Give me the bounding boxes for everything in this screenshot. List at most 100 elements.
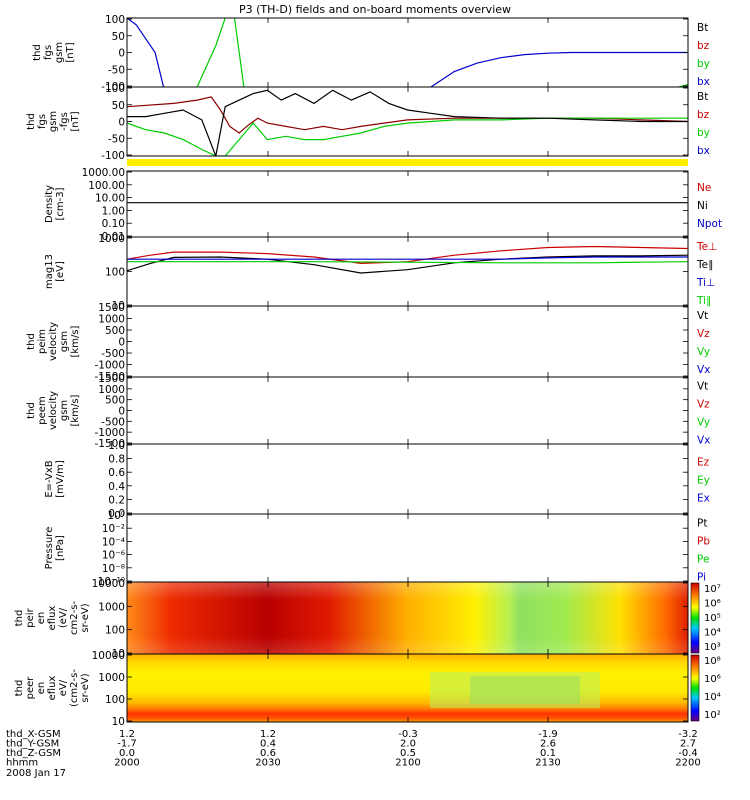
y-axis-label: eV/ bbox=[58, 679, 69, 696]
y-tick-label: 1500 bbox=[98, 373, 125, 385]
y-tick-label: 500 bbox=[105, 395, 125, 407]
chart-title: P3 (TH-D) fields and on-board moments ov… bbox=[239, 3, 511, 16]
y-tick-label: 0 bbox=[118, 48, 125, 60]
series-line-by bbox=[127, 117, 688, 156]
y-axis-label: sr-eV) bbox=[80, 673, 91, 702]
series-line-Ti∥ bbox=[127, 261, 688, 264]
y-axis-label: [mV/m] bbox=[55, 460, 66, 498]
panel-frame bbox=[126, 443, 689, 515]
y-axis-label: E=-VxB bbox=[44, 460, 55, 497]
series-group bbox=[127, 18, 688, 87]
x-axis-value: 2.7 bbox=[680, 739, 696, 750]
x-axis-value: 2030 bbox=[255, 758, 280, 769]
y-tick-label: 10000 bbox=[92, 578, 125, 590]
legend-entry: Ez bbox=[697, 457, 710, 469]
y-axis-label: Density bbox=[44, 185, 55, 223]
x-axis-row-label: hhmm bbox=[6, 758, 38, 769]
y-axis-label: [km/s] bbox=[70, 325, 81, 357]
y-tick-label: 1000 bbox=[98, 314, 125, 326]
legend-entry: Bt bbox=[697, 91, 708, 103]
x-axis-value: -1.9 bbox=[538, 729, 558, 740]
y-axis-label: [eV] bbox=[55, 261, 66, 282]
x-axis-value: 0.1 bbox=[540, 748, 556, 759]
y-tick-label: -100 bbox=[101, 81, 125, 93]
x-axis-value: -0.4 bbox=[678, 748, 698, 759]
series-line-bz bbox=[127, 96, 688, 134]
y-axis-label: -fgs bbox=[59, 112, 70, 131]
y-tick-label: 10.00 bbox=[95, 193, 125, 205]
series-group bbox=[127, 89, 688, 156]
legend-entry: Ey bbox=[697, 475, 710, 487]
y-tick-label: 1000 bbox=[98, 384, 125, 396]
y-axis-label: (eV/ bbox=[58, 607, 69, 628]
y-tick-label: 10⁻⁴ bbox=[102, 536, 125, 548]
legend-entry: by bbox=[697, 58, 710, 70]
y-axis-label: thd bbox=[26, 402, 37, 419]
legend-entry: Te∥ bbox=[696, 259, 713, 271]
y-axis-label: [nT] bbox=[65, 42, 76, 62]
y-axis-label: (cm2-s- bbox=[69, 669, 80, 707]
y-tick-label: -500 bbox=[101, 416, 125, 428]
y-tick-label: 10 bbox=[112, 648, 125, 660]
y-axis-label: fgs bbox=[43, 45, 54, 60]
y-axis-label: velocity bbox=[48, 322, 59, 361]
y-axis-label: fgs bbox=[37, 114, 48, 129]
series-line-bx bbox=[127, 18, 165, 87]
legend-entry: Ti⊥ bbox=[696, 277, 715, 289]
y-tick-label: 10⁻¹⁰ bbox=[98, 576, 125, 588]
legend-entry: Vt bbox=[697, 310, 708, 322]
x-axis-value: 0.4 bbox=[260, 739, 276, 750]
x-axis-value: 0.0 bbox=[119, 748, 135, 759]
y-axis-label: gsm bbox=[59, 400, 70, 421]
colorbar-tick-label: 10⁴ bbox=[704, 628, 721, 639]
y-axis-label: thd bbox=[32, 44, 43, 61]
y-tick-label: -50 bbox=[108, 133, 125, 145]
x-axis-row-label: thd_Z-GSM bbox=[6, 748, 61, 759]
legend-entry: Te⊥ bbox=[696, 241, 717, 253]
y-tick-label: 1000 bbox=[98, 233, 125, 245]
y-tick-label: 0.01 bbox=[102, 231, 125, 243]
y-axis-label: peir bbox=[25, 607, 36, 627]
legend-entry: bx bbox=[697, 145, 710, 157]
y-tick-label: 1000.00 bbox=[82, 167, 125, 179]
legend-entry: bx bbox=[697, 76, 710, 88]
legend-entry: Pe bbox=[697, 554, 709, 566]
legend-entry: Pi bbox=[697, 572, 706, 584]
series-line-Bt bbox=[127, 89, 688, 156]
y-tick-label: 0 bbox=[118, 406, 125, 418]
y-tick-label: 0.0 bbox=[108, 508, 125, 520]
y-tick-label: -500 bbox=[101, 348, 125, 360]
x-axis-row-label: thd_Y-GSM bbox=[6, 739, 59, 750]
legend-entry: Ex bbox=[697, 493, 710, 505]
x-axis-value: 0.6 bbox=[260, 748, 276, 759]
colorbar-tick-label: 10⁶ bbox=[704, 599, 721, 610]
y-axis-label: [km/s] bbox=[70, 394, 81, 426]
colorbar-tick-label: 10⁵ bbox=[704, 613, 721, 624]
x-axis-value: 2.0 bbox=[400, 739, 416, 750]
panel-frame bbox=[126, 376, 689, 445]
y-axis-label: eflux bbox=[47, 606, 58, 631]
y-tick-label: -100 bbox=[101, 150, 125, 162]
x-axis-value: 2100 bbox=[395, 758, 420, 769]
series-line-by bbox=[196, 18, 226, 87]
x-axis-value: -3.2 bbox=[678, 729, 698, 740]
y-axis-label: velocity bbox=[48, 391, 59, 430]
y-tick-label: -50 bbox=[108, 64, 125, 76]
y-tick-label: 50 bbox=[112, 100, 125, 112]
y-tick-label: 0.10 bbox=[102, 218, 125, 230]
series-line-Te∥ bbox=[127, 254, 688, 274]
colorbar-tick-label: 10² bbox=[704, 710, 721, 721]
y-axis-label: sr-eV) bbox=[80, 603, 91, 632]
series-line-by bbox=[233, 18, 245, 87]
colorbar-tick-label: 10⁷ bbox=[704, 584, 721, 595]
y-tick-label: 100 bbox=[105, 14, 125, 26]
y-axis-label: thd bbox=[26, 333, 37, 350]
y-axis-label: peim bbox=[37, 329, 48, 354]
y-tick-label: -1500 bbox=[94, 438, 125, 450]
y-tick-label: 0.4 bbox=[108, 481, 125, 493]
y-tick-label: 10000 bbox=[92, 650, 125, 662]
legend-entry: Vx bbox=[697, 434, 710, 446]
y-tick-label: 1.00 bbox=[102, 205, 125, 217]
legend-entry: bz bbox=[697, 40, 710, 52]
